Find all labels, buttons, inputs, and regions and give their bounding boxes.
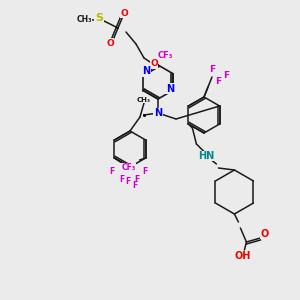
Text: N: N (166, 83, 174, 94)
Text: O: O (150, 59, 158, 68)
Text: CH₃: CH₃ (76, 16, 92, 25)
Text: F: F (215, 76, 221, 85)
Text: O: O (106, 38, 114, 47)
Text: HN: HN (198, 151, 214, 161)
Text: F: F (223, 70, 229, 80)
Text: N: N (142, 67, 150, 76)
Text: CF₃: CF₃ (121, 164, 136, 172)
Text: S: S (95, 13, 103, 23)
Text: F: F (109, 167, 114, 176)
Text: F: F (132, 182, 137, 190)
Text: O: O (260, 229, 268, 239)
Text: CF₃: CF₃ (121, 164, 135, 172)
Text: CF₃: CF₃ (158, 51, 173, 60)
Text: F: F (134, 176, 139, 184)
Text: F: F (119, 176, 124, 184)
Text: F: F (125, 178, 130, 187)
Text: N: N (154, 108, 162, 118)
Text: O: O (120, 8, 128, 17)
Text: OH: OH (234, 251, 250, 261)
Text: F: F (142, 167, 147, 176)
Text: CH₃: CH₃ (137, 97, 151, 103)
Text: F: F (209, 64, 215, 74)
